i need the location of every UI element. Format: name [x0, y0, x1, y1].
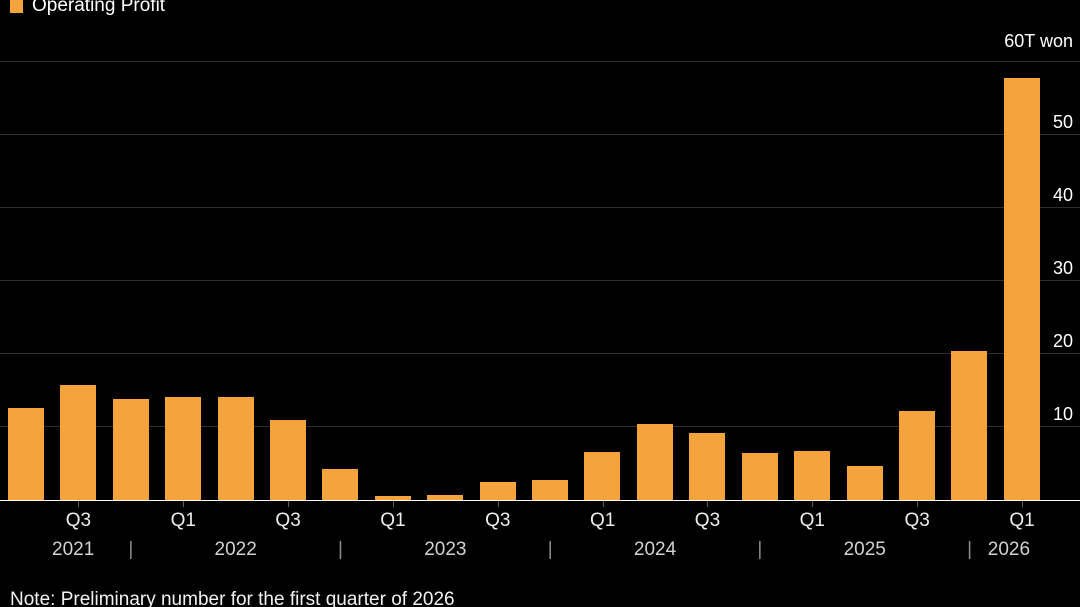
- bar-q2-2025: [846, 465, 883, 500]
- bar-q2-2024: [636, 424, 673, 500]
- x-axis-year-label-2021: 2021: [52, 539, 95, 560]
- gridline-40: [0, 207, 1080, 208]
- bar-q4-2024: [741, 452, 778, 500]
- year-separator: |: [547, 539, 553, 560]
- x-axis-label-q1-2023: Q1: [380, 510, 406, 531]
- x-tick-q1-2025: [812, 501, 814, 507]
- footnote: Note: Preliminary number for the first q…: [10, 589, 455, 607]
- bar-q1-2026: [1003, 78, 1040, 500]
- bar-q3-2024: [689, 432, 726, 500]
- y-axis-label-40: 40: [1052, 185, 1073, 205]
- bar-q2-2023: [427, 494, 464, 500]
- y-axis-label-50: 50: [1052, 112, 1073, 132]
- year-separator: |: [967, 539, 973, 560]
- gridline-30: [0, 280, 1080, 281]
- bar-q3-2021: [60, 384, 97, 500]
- bar-q3-2023: [479, 482, 516, 500]
- year-separator: |: [128, 539, 134, 560]
- legend-label: Operating Profit: [32, 0, 166, 16]
- x-axis-year-label-2026: 2026: [987, 539, 1031, 560]
- y-axis-label-30: 30: [1052, 258, 1073, 278]
- gridline-10: [0, 426, 1080, 427]
- bar-q3-2022: [270, 420, 307, 500]
- x-axis-year-label-2025: 2025: [843, 539, 886, 560]
- bar-q2-2021: [8, 408, 44, 500]
- y-axis-label-20: 20: [1052, 331, 1073, 351]
- x-tick-q3-2024: [707, 501, 709, 507]
- bar-q1-2022: [165, 397, 202, 500]
- gridline-50: [0, 134, 1080, 135]
- x-tick-q3-2022: [288, 501, 290, 507]
- x-tick-q1-2022: [183, 501, 185, 507]
- bar-q4-2021: [112, 398, 149, 500]
- x-tick-q3-2025: [917, 501, 919, 507]
- x-axis-label-q3-2025: Q3: [904, 510, 930, 531]
- x-axis-label-q3-2021: Q3: [65, 510, 92, 531]
- bar-q4-2023: [532, 479, 569, 500]
- bar-q3-2025: [898, 410, 935, 500]
- x-axis-year-label-2022: 2022: [214, 539, 257, 560]
- x-axis-label-q3-2023: Q3: [485, 510, 511, 531]
- bar-q2-2022: [217, 397, 254, 500]
- x-axis-label-q3-2022: Q3: [275, 510, 301, 531]
- x-axis-label-q1-2026: Q1: [1009, 510, 1035, 531]
- x-tick-q3-2023: [497, 501, 499, 507]
- x-tick-q1-2023: [392, 501, 394, 507]
- x-axis-label-q3-2024: Q3: [694, 510, 721, 531]
- year-separator: |: [338, 539, 343, 560]
- bar-q4-2022: [322, 468, 359, 500]
- x-axis-year-label-2024: 2024: [633, 539, 677, 560]
- bars-group: [8, 62, 1040, 500]
- x-axis-label-q1-2024: Q1: [589, 510, 616, 531]
- gridline-60: [0, 61, 1080, 62]
- x-axis-label-q1-2025: Q1: [799, 510, 825, 531]
- x-axis: Q3 Q1 Q3 Q1 Q3 Q1 Q3 Q1 Q3 Q1 2021 2022 2023 2024 2025…: [0, 500, 1080, 575]
- x-axis-label-q1-2022: Q1: [170, 510, 196, 531]
- bar-q1-2023: [374, 495, 411, 500]
- legend: Operating Profit: [10, 0, 165, 17]
- x-axis-baseline: [0, 500, 1080, 501]
- bar-q1-2025: [794, 451, 831, 500]
- x-tick-q3-2021: [78, 501, 80, 507]
- y-axis-unit-label: 60T won: [1004, 31, 1073, 51]
- year-separator: |: [757, 539, 763, 560]
- x-tick-q1-2026: [1022, 501, 1023, 507]
- bar-q4-2025: [951, 351, 988, 500]
- y-axis-label-10: 10: [1052, 404, 1073, 424]
- gridline-20: [0, 353, 1080, 354]
- x-axis-year-label-2023: 2023: [424, 539, 467, 560]
- bar-q1-2024: [584, 451, 621, 500]
- legend-swatch-icon: [10, 0, 23, 13]
- x-tick-q1-2024: [602, 501, 604, 507]
- plot-area: 10 20 30 40 50: [0, 61, 1080, 501]
